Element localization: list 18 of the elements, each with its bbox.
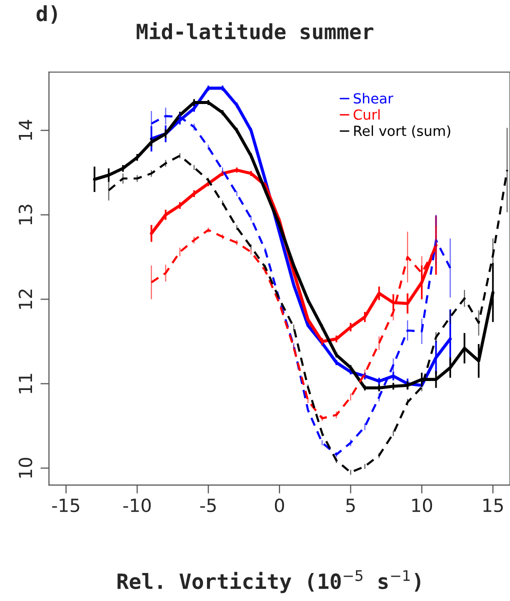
legend-label: Curl xyxy=(354,109,380,120)
x-axis-title: Rel. Vorticity (10$^{−5}$ s$^{−1}$) xyxy=(118,570,420,594)
x-tick-label: 0 xyxy=(274,498,284,512)
chart-subtitle: d) xyxy=(36,5,57,24)
legend-label: Shear xyxy=(354,92,394,104)
x-tick-label: 15 xyxy=(483,498,503,512)
x-tick-label: 5 xyxy=(346,498,355,512)
x-tick-label: -15 xyxy=(52,498,80,512)
x-tick-label: 10 xyxy=(412,498,432,512)
y-tick-label: 10 xyxy=(18,458,32,478)
y-tick-label: 11 xyxy=(18,374,32,394)
y-tick-label: 13 xyxy=(18,204,32,224)
x-tick-label: -10 xyxy=(123,498,151,512)
legend-label: Rel vort (sum) xyxy=(354,125,450,138)
x-tick-label: -5 xyxy=(200,498,216,512)
chart-title: Mid-latitude summer xyxy=(136,22,374,40)
y-tick-label: 12 xyxy=(18,290,32,309)
y-tick-label: 14 xyxy=(18,120,32,140)
